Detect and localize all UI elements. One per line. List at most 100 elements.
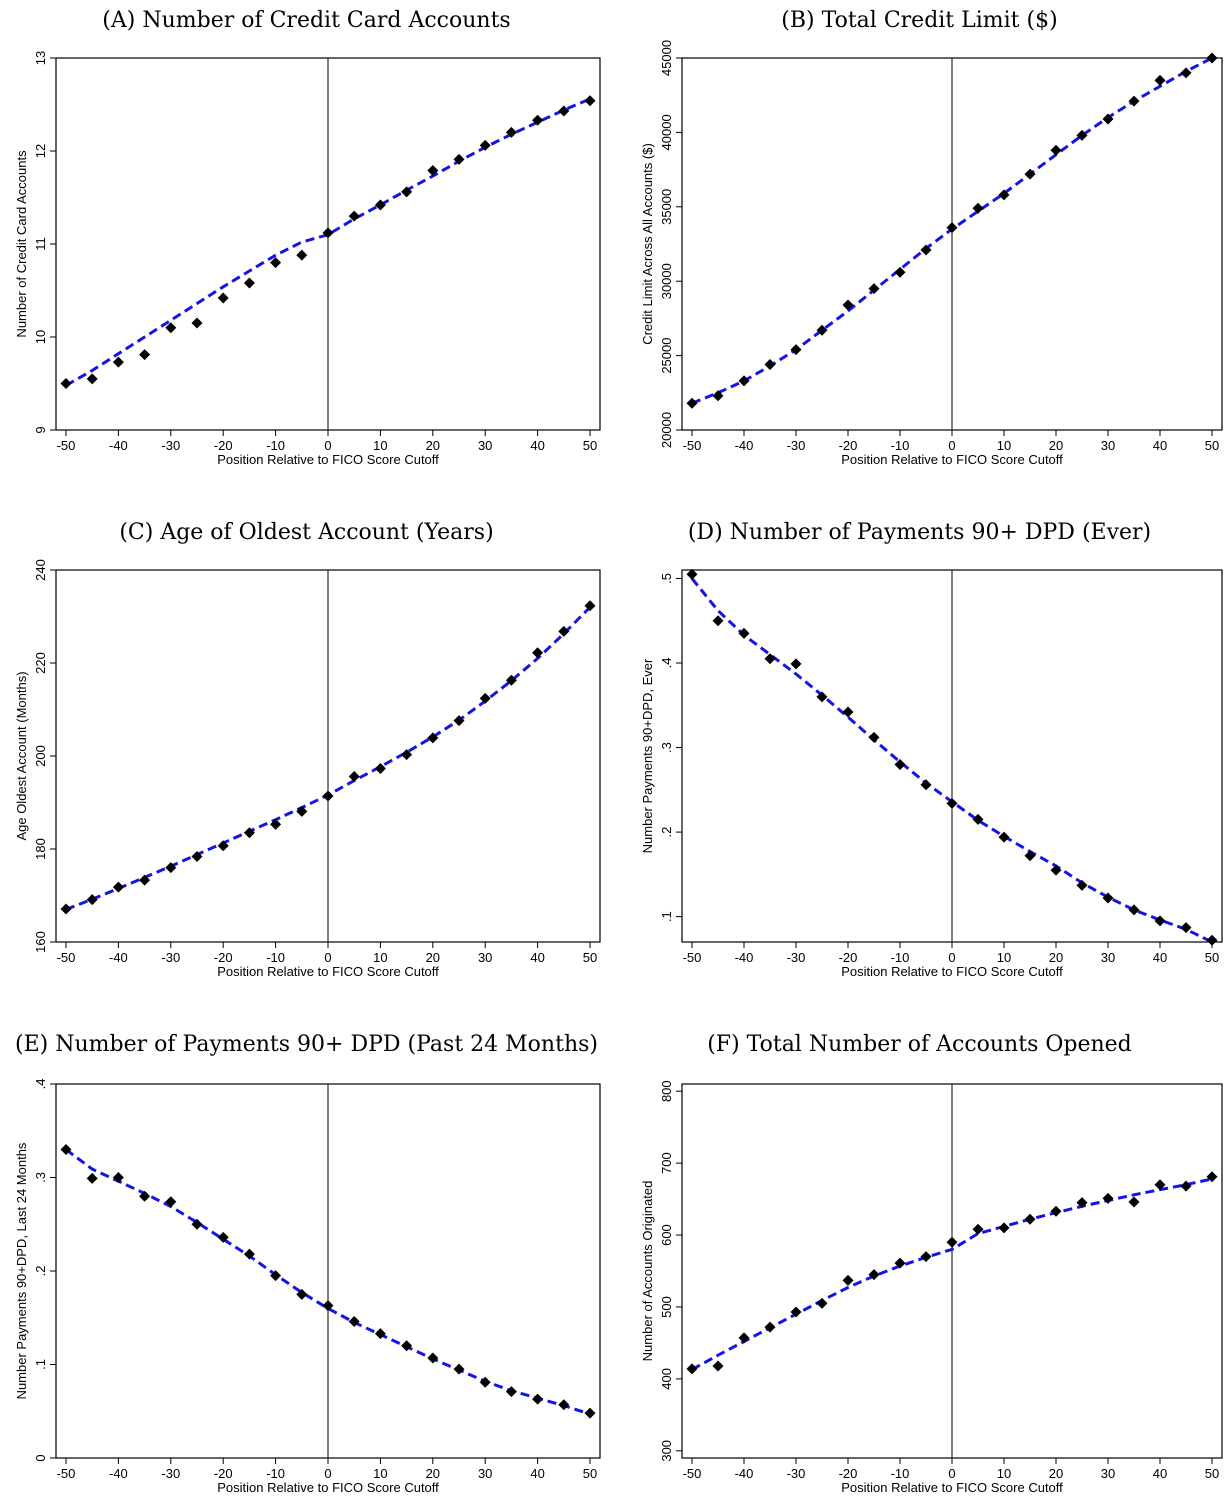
- panel-b-y-tick-label: 30000: [659, 263, 674, 299]
- panel-a-data-point: [270, 257, 282, 269]
- panel-c-data-point: [479, 692, 491, 704]
- panel-f-y-axis-title: Number of Accounts Originated: [640, 1181, 655, 1362]
- panel-f-y-tick-label: 600: [659, 1224, 674, 1246]
- panel-f-data-point: [1206, 1171, 1218, 1183]
- panel-a-y-tick-label: 11: [33, 237, 48, 251]
- panel-f-x-tick-label: -10: [891, 1466, 910, 1481]
- panel-a-data-point: [453, 153, 465, 165]
- panel-f-data-point: [1154, 1179, 1166, 1191]
- panel-c-x-tick-label: 10: [373, 950, 387, 965]
- panel-f-x-tick-label: 40: [1153, 1466, 1167, 1481]
- panel-c-data-point: [401, 749, 413, 761]
- panel-b-data-point: [998, 189, 1010, 201]
- panel-e-data-point: [112, 1172, 124, 1183]
- panel-f-x-tick-label: -40: [735, 1466, 754, 1481]
- panel-c-data-point: [427, 732, 439, 744]
- panel-f-x-tick-label: 10: [997, 1466, 1011, 1481]
- panel-d-data-point: [1050, 864, 1062, 876]
- panel-a-x-tick-label: 40: [530, 438, 544, 453]
- panel-b-data-point: [1154, 74, 1166, 86]
- panel-f-data-point: [894, 1257, 906, 1269]
- panel-c-data-point: [86, 894, 98, 906]
- panel-f-data-point: [998, 1222, 1010, 1234]
- panel-f-y-tick-label: 400: [659, 1368, 674, 1390]
- panel-e-data-point: [139, 1190, 151, 1202]
- panel-b-data-point: [764, 359, 776, 371]
- panel-d-y-tick-label: .3: [659, 742, 674, 753]
- panel-c-data-point: [453, 715, 465, 727]
- panel-d-data-point: [1180, 922, 1192, 934]
- panel-a-x-axis-title: Position Relative to FICO Score Cutoff: [217, 452, 439, 467]
- panel-f-chart: -50 -40 -30 -20 -10 0 10 20 30 40 50 Position Relat…: [640, 1080, 1223, 1495]
- panel-c-title: (C) Age of Oldest Account (Years): [119, 520, 494, 545]
- panel-b-x-tick-label: -20: [839, 438, 858, 453]
- panel-f-y-tick-label: 800: [659, 1080, 674, 1102]
- panel-b-data-point: [686, 397, 698, 409]
- panel-a-data-point: [532, 114, 544, 126]
- panel-f-x-tick-label: 50: [1205, 1466, 1219, 1481]
- panel-a-data-point: [112, 356, 124, 368]
- panel-a-data-point: [505, 126, 517, 138]
- panel-f-data-point: [946, 1236, 958, 1248]
- panel-e-x-tick-label: -10: [266, 1466, 285, 1481]
- panel-a-data-point: [479, 139, 491, 151]
- panel-f-data-point: [972, 1223, 984, 1235]
- panel-e-y-tick-label: .1: [33, 1359, 48, 1370]
- panel-c-x-tick-label: 50: [583, 950, 597, 965]
- panel-f-data-point: [1024, 1213, 1036, 1225]
- panel-d-x-tick-label: -30: [787, 950, 806, 965]
- panel-b-data-point: [816, 324, 828, 336]
- panel-b-y-tick-label: 40000: [659, 114, 674, 150]
- panel-b-data-point: [1102, 113, 1114, 125]
- panel-f-x-tick-label: 20: [1049, 1466, 1063, 1481]
- panel-e-data-point: [427, 1352, 439, 1364]
- panel-d-data-point: [920, 779, 932, 791]
- panel-f-title: (F) Total Number of Accounts Opened: [707, 1032, 1132, 1057]
- panel-a-x-tick-label: 30: [478, 438, 492, 453]
- panel-e-y-tick-label: .4: [33, 1079, 48, 1090]
- panel-e-data-point: [322, 1300, 334, 1312]
- panel-b-x-tick-label: 0: [948, 438, 955, 453]
- panel-c-data-point: [374, 763, 386, 775]
- panel-c-x-tick-label: -20: [214, 950, 233, 965]
- panel-c-y-tick-label: 240: [33, 559, 48, 581]
- panel-b-data-point: [712, 390, 724, 402]
- panel-b-x-tick-label: 10: [997, 438, 1011, 453]
- panel-c-chart: -50 -40 -30 -20 -10 0 10 20 30 40 50 Position Relat…: [14, 559, 601, 979]
- panel-b-data-point: [842, 299, 854, 311]
- panel-c-x-tick-label: -30: [161, 950, 180, 965]
- panel-e-data-point: [558, 1399, 570, 1411]
- panel-f-data-point: [816, 1297, 828, 1309]
- panel-e-x-tick-label: 40: [530, 1466, 544, 1481]
- panel-d-chart: -50 -40 -30 -20 -10 0 10 20 30 40 50 Position Relat…: [640, 568, 1223, 979]
- panel-f-data-point: [738, 1332, 750, 1344]
- panel-d-x-tick-label: 40: [1153, 950, 1167, 965]
- panel-f-y-tick-label: 300: [659, 1440, 674, 1462]
- panel-c-x-tick-label: 20: [426, 950, 440, 965]
- panel-f-x-tick-label: -50: [683, 1466, 702, 1481]
- panel-a-y-tick-label: 12: [33, 144, 48, 158]
- panel-f-data-point: [790, 1306, 802, 1318]
- panel-a-y-tick-label: 9: [33, 426, 48, 433]
- panel-b-data-point: [1180, 67, 1192, 79]
- panel-b-title: (B) Total Credit Limit ($): [781, 8, 1058, 33]
- panel-e-data-point: [479, 1376, 491, 1388]
- panel-a-data-point: [348, 210, 360, 222]
- panel-e-x-tick-label: -50: [57, 1466, 76, 1481]
- panel-e-data-point: [296, 1288, 308, 1300]
- panel-b-y-tick-label: 45000: [659, 40, 674, 76]
- panel-f-x-axis-title: Position Relative to FICO Score Cutoff: [841, 1480, 1063, 1495]
- panel-f-data-point: [842, 1274, 854, 1286]
- panel-b-x-tick-label: -30: [787, 438, 806, 453]
- panel-c-data-point: [139, 874, 151, 886]
- panel-a-x-tick-label: 10: [373, 438, 387, 453]
- panel-e-x-tick-label: 50: [583, 1466, 597, 1481]
- panel-d-data-point: [1128, 904, 1140, 916]
- panel-e-x-tick-label: 30: [478, 1466, 492, 1481]
- panel-d-data-point: [1024, 850, 1036, 862]
- panel-d-data-point: [1154, 915, 1166, 927]
- panel-e-chart: -50 -40 -30 -20 -10 0 10 20 30 40 50 Position Relat…: [14, 1079, 601, 1495]
- panel-d-x-tick-label: 10: [997, 950, 1011, 965]
- panel-d-x-tick-label: -50: [683, 950, 702, 965]
- panel-a-data-point: [191, 317, 203, 329]
